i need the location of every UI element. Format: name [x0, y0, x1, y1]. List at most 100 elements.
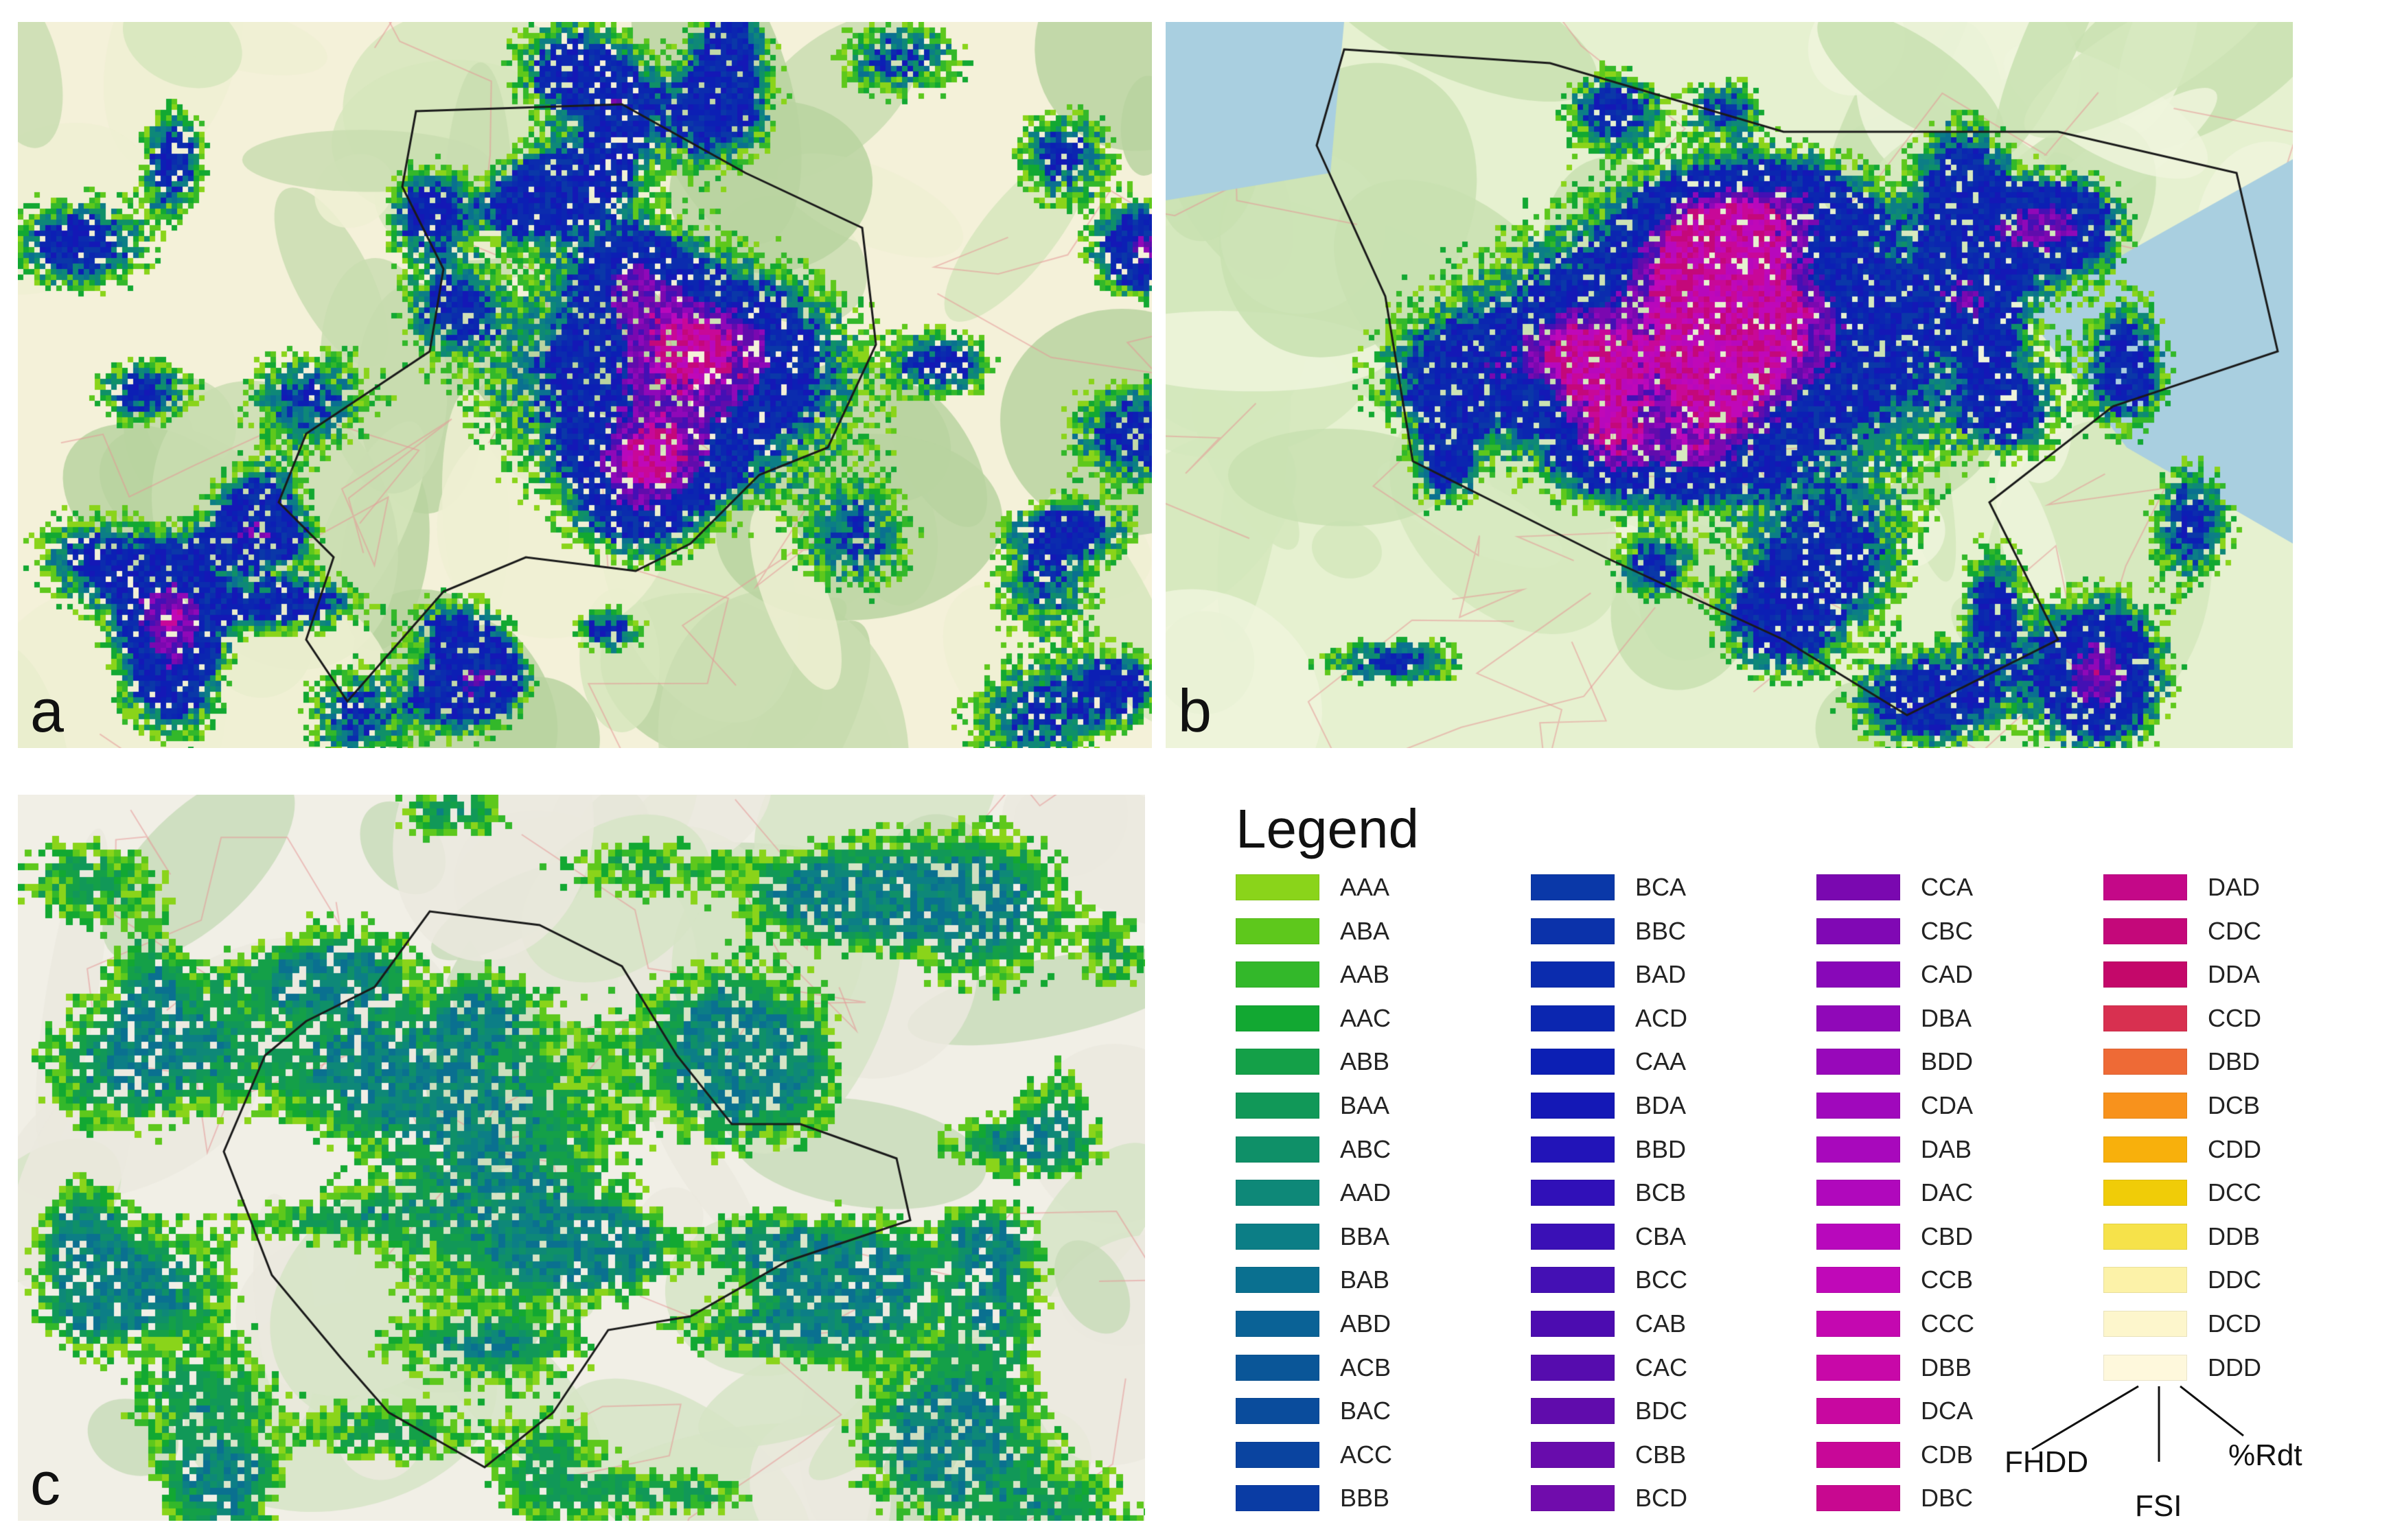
- legend-item-acb: ACB: [1229, 1351, 1455, 1381]
- legend-swatch: [1236, 918, 1319, 944]
- legend-swatch: [2103, 1136, 2187, 1163]
- map-panel-a: a: [18, 22, 1152, 748]
- legend-item-bbc: BBC: [1524, 914, 1751, 945]
- legend-code: CBD: [1921, 1222, 1974, 1250]
- legend-code: BCD: [1635, 1484, 1688, 1513]
- key-label-fhdd: FHDD: [2005, 1445, 2089, 1479]
- legend-code: ABA: [1340, 916, 1390, 945]
- legend-code: CBA: [1635, 1222, 1687, 1250]
- legend-code: BBD: [1635, 1134, 1687, 1163]
- legend-item-cdc: CDC: [2097, 914, 2323, 945]
- legend-swatch: [1236, 961, 1319, 988]
- legend-code: CCA: [1921, 873, 1974, 901]
- legend-item-bbd: BBD: [1524, 1132, 1751, 1163]
- legend-code: CAC: [1635, 1353, 1688, 1381]
- panel-label-c: c: [30, 1449, 60, 1517]
- legend-item-dbd: DBD: [2097, 1045, 2323, 1075]
- legend-swatch: [1531, 1354, 1615, 1381]
- legend-item-cbc: CBC: [1810, 914, 2036, 945]
- legend-swatch: [1531, 961, 1615, 988]
- panel-label-a: a: [30, 677, 64, 745]
- legend-code: DBD: [2208, 1047, 2261, 1076]
- legend-code: BDD: [1921, 1047, 1974, 1076]
- legend-swatch: [2103, 1093, 2187, 1119]
- legend-item-dbc: DBC: [1810, 1481, 2036, 1512]
- legend-title: Legend: [1236, 798, 1419, 859]
- legend-item-bcb: BCB: [1524, 1176, 1751, 1206]
- legend-code: BAB: [1340, 1265, 1390, 1294]
- legend-item-ccc: CCC: [1810, 1307, 2036, 1338]
- legend-code: BBB: [1340, 1484, 1390, 1513]
- legend-code: DAD: [2208, 873, 2261, 901]
- legend-swatch: [1816, 1485, 1900, 1512]
- legend-code: CAB: [1635, 1309, 1687, 1338]
- legend-item-cca: CCA: [1810, 870, 2036, 901]
- legend-item-cad: CAD: [1810, 957, 2036, 988]
- legend-item-abb: ABB: [1229, 1045, 1455, 1075]
- legend-item-dac: DAC: [1810, 1176, 2036, 1206]
- legend-item-bac: BAC: [1229, 1394, 1455, 1425]
- legend-item-dcb: DCB: [2097, 1088, 2323, 1119]
- legend-swatch: [1531, 1093, 1615, 1119]
- legend-item-aac: AAC: [1229, 1001, 1455, 1032]
- legend-swatch: [2103, 1354, 2187, 1381]
- legend-item-cba: CBA: [1524, 1220, 1751, 1250]
- legend-code: CAA: [1635, 1047, 1687, 1076]
- legend-swatch: [1816, 1398, 1900, 1425]
- legend-item-acd: ACD: [1524, 1001, 1751, 1032]
- legend-item-caa: CAA: [1524, 1045, 1751, 1075]
- legend-swatch: [1531, 1485, 1615, 1512]
- legend-item-bca: BCA: [1524, 870, 1751, 901]
- legend-item-cbb: CBB: [1524, 1438, 1751, 1469]
- legend-code: ACB: [1340, 1353, 1391, 1381]
- key-lines: [2031, 1385, 2244, 1462]
- legend-code: BCA: [1635, 873, 1687, 901]
- legend-item-abd: ABD: [1229, 1307, 1455, 1338]
- legend-item-cda: CDA: [1810, 1088, 2036, 1119]
- legend-code: ACC: [1340, 1440, 1393, 1469]
- legend-swatch: [1816, 1223, 1900, 1250]
- panel-label-b: b: [1178, 677, 1212, 745]
- legend-swatch: [1816, 961, 1900, 988]
- legend-code: DAB: [1921, 1134, 1972, 1163]
- legend-swatch: [1531, 1136, 1615, 1163]
- map-panel-c: c: [18, 795, 1145, 1521]
- legend-code: BAC: [1340, 1397, 1391, 1425]
- legend-swatch: [1816, 1267, 1900, 1294]
- legend-code: DDA: [2208, 960, 2261, 989]
- legend-code: DCB: [2208, 1091, 2261, 1119]
- legend-item-ccd: CCD: [2097, 1001, 2323, 1032]
- legend-code: DBA: [1921, 1003, 1972, 1032]
- legend-swatch: [2103, 961, 2187, 988]
- legend-swatch: [2103, 874, 2187, 900]
- legend-code: BCB: [1635, 1178, 1687, 1207]
- legend-swatch: [1531, 1441, 1615, 1468]
- legend-code: AAB: [1340, 960, 1390, 989]
- legend-item-bda: BDA: [1524, 1088, 1751, 1119]
- legend-swatch: [1236, 1311, 1319, 1337]
- legend-code: CBB: [1635, 1440, 1687, 1469]
- legend-item-dda: DDA: [2097, 957, 2323, 988]
- legend-swatch: [2103, 918, 2187, 944]
- legend-swatch: [1531, 1223, 1615, 1250]
- legend-code: DBB: [1921, 1353, 1972, 1381]
- legend-swatch: [1816, 1311, 1900, 1337]
- legend-item-ccb: CCB: [1810, 1263, 2036, 1294]
- legend-code: BDA: [1635, 1091, 1687, 1119]
- legend-swatch: [1236, 1005, 1319, 1031]
- legend-item-bcd: BCD: [1524, 1481, 1751, 1513]
- legend-code: BAD: [1635, 960, 1687, 989]
- legend-item-bbb: BBB: [1229, 1481, 1455, 1513]
- legend-item-acc: ACC: [1229, 1438, 1455, 1469]
- legend-code: DCA: [1921, 1397, 1974, 1425]
- legend-code: CCC: [1921, 1309, 1974, 1338]
- legend-item-cac: CAC: [1524, 1351, 1751, 1381]
- legend-code: AAD: [1340, 1178, 1391, 1207]
- legend-item-baa: BAA: [1229, 1088, 1455, 1119]
- legend-code: ABC: [1340, 1134, 1391, 1163]
- legend-item-dba: DBA: [1810, 1001, 2036, 1032]
- legend-swatch: [1816, 874, 1900, 900]
- legend-code: DAC: [1921, 1178, 1974, 1207]
- legend-item-cab: CAB: [1524, 1307, 1751, 1338]
- legend-swatch: [2103, 1005, 2187, 1031]
